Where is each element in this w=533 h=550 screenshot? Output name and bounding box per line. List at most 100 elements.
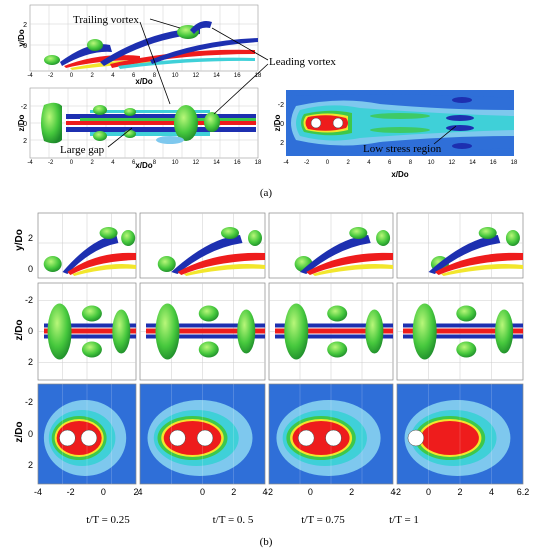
vortex-structure xyxy=(349,227,368,239)
vortex-structure xyxy=(275,328,393,334)
tick: 2 xyxy=(28,460,33,470)
tick: 8 xyxy=(153,160,157,166)
tick: -2 xyxy=(48,160,54,166)
tick: 2 xyxy=(23,138,27,145)
tick: 0 xyxy=(28,326,33,336)
vortex-structure xyxy=(312,264,393,276)
tick: 2 xyxy=(280,140,284,147)
tick: 6 xyxy=(388,160,392,166)
vortex-structure xyxy=(112,309,131,354)
vortex-structure xyxy=(237,309,256,354)
tick: -2 xyxy=(304,160,310,166)
panel-a-stress-contour xyxy=(286,90,514,156)
cylinder-marker xyxy=(325,429,342,447)
tick: 2 xyxy=(28,357,33,367)
cylinder-marker xyxy=(59,429,76,447)
panel-a-xlabel-mid: x/Do xyxy=(135,161,152,170)
caption-t1: t/T = 0.25 xyxy=(86,514,130,526)
tick: -2 xyxy=(25,295,33,305)
vortex-structure xyxy=(403,328,523,334)
tick: 0 xyxy=(23,43,27,50)
tick: 0 xyxy=(101,487,106,497)
cylinder-marker xyxy=(80,429,98,447)
tick: 4 xyxy=(390,487,395,497)
vortex-structure xyxy=(327,341,348,358)
vortex-structure xyxy=(155,303,180,360)
vortex-structure xyxy=(183,264,265,276)
tick: 2 xyxy=(91,73,95,79)
vortex-structure xyxy=(505,230,520,246)
tick: 0 xyxy=(70,160,74,166)
tick: 2 xyxy=(349,487,354,497)
vortex-structure xyxy=(43,256,62,272)
tick: 2 xyxy=(28,233,33,243)
panel-b-ylabel-bot: z/Do xyxy=(14,421,25,442)
tick: 4 xyxy=(262,487,267,497)
panel-a-right-xticks: -4 -2 0 2 4 6 8 10 12 14 16 18 xyxy=(283,160,518,166)
panel-b-ylabel-top: y/Do xyxy=(14,229,25,251)
vortex-structure xyxy=(121,230,136,246)
cylinder-marker xyxy=(297,429,315,447)
annotation-large-gap: Large gap xyxy=(60,144,105,156)
tick: 16 xyxy=(234,73,241,79)
tick: 4 xyxy=(137,487,142,497)
vortex-structure xyxy=(478,227,497,239)
cylinder-marker xyxy=(407,429,425,447)
panel-b-xticks: -4 -2 0 24 0 2 4-2 0 2 4-2 0 2 4 6.2 xyxy=(34,487,529,497)
vortex-structure xyxy=(157,256,176,272)
panel-b-grid xyxy=(37,212,524,485)
arrow-trailing xyxy=(149,18,181,29)
tick: 18 xyxy=(511,160,518,166)
vortex-structure xyxy=(412,303,437,360)
tick: 12 xyxy=(192,160,199,166)
tick: 4 xyxy=(111,73,115,79)
panel-a-ylabel-mid: z/Do xyxy=(17,114,26,131)
vortex-structure xyxy=(146,323,265,328)
vortex-structure xyxy=(81,341,102,358)
vortex-structure xyxy=(47,303,72,360)
panel-a-ylabel-top: y/Do xyxy=(17,29,26,46)
vortex-structure xyxy=(275,323,393,328)
vortex-structure xyxy=(248,230,262,246)
tick: 4 xyxy=(367,160,371,166)
tick: -2 xyxy=(265,487,273,497)
tick: 14 xyxy=(469,160,476,166)
vortex-structure xyxy=(495,309,514,354)
vortex-structure xyxy=(67,252,136,275)
tick: 2 xyxy=(91,160,95,166)
panel-a-plan-view xyxy=(29,87,259,159)
vortex-structure xyxy=(300,235,371,274)
tick: 4 xyxy=(111,160,115,166)
tick: 8 xyxy=(153,73,157,79)
panel-a-mid-xticks: -4 -2 0 2 4 6 8 10 12 14 16 18 xyxy=(27,160,262,166)
arrow-gap xyxy=(107,127,133,148)
tick: 2 xyxy=(231,487,236,497)
tick: 0 xyxy=(308,487,313,497)
tick: 10 xyxy=(172,73,179,79)
contour-level xyxy=(420,421,479,455)
vortex-structure xyxy=(44,328,136,334)
arrow-leading-2 xyxy=(213,63,269,115)
tick: 6 xyxy=(132,160,136,166)
caption-t4: t/T = 1 xyxy=(389,514,419,526)
vortex-structure xyxy=(198,305,219,322)
tick: 0 xyxy=(200,487,205,497)
vortex-structure xyxy=(81,305,102,322)
vortex-structure xyxy=(456,341,477,358)
tick: 2 xyxy=(347,160,351,166)
arrow-leading xyxy=(211,27,269,61)
panel-a-xlabel-right: x/Do xyxy=(391,170,408,179)
vortex-structure xyxy=(434,252,523,275)
panel-a-label: (a) xyxy=(260,187,273,199)
cylinder-marker xyxy=(169,429,186,447)
vortex-structure xyxy=(72,264,136,276)
tick: -2 xyxy=(278,102,284,109)
tick: 18 xyxy=(255,73,262,79)
annotation-trailing-vortex: Trailing vortex xyxy=(73,14,139,26)
annotation-low-stress: Low stress region xyxy=(363,143,442,155)
tick: 18 xyxy=(255,160,262,166)
vortex-structure xyxy=(456,305,477,322)
tick: -2 xyxy=(48,73,54,79)
vortex-structure xyxy=(403,323,523,328)
